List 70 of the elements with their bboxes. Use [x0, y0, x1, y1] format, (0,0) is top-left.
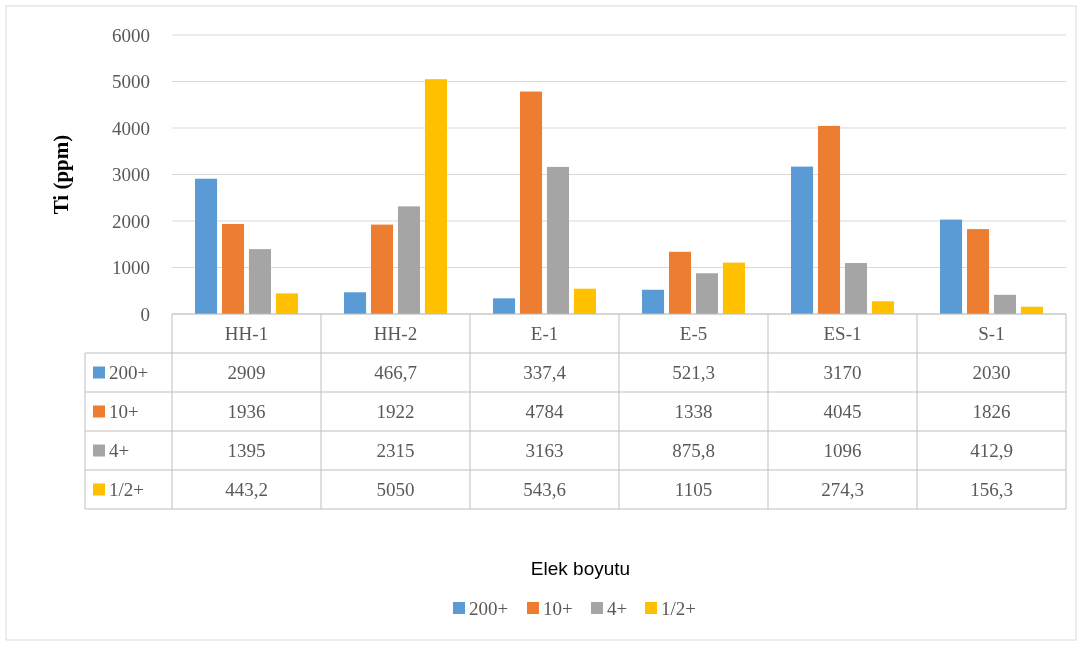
bar: [722, 262, 745, 314]
data-label: 156,3: [970, 479, 1013, 501]
y-tick-label: 1000: [112, 257, 150, 279]
data-label: 1395: [227, 440, 266, 462]
bar: [370, 224, 394, 314]
bar: [791, 166, 814, 314]
data-label: 3170: [823, 362, 862, 384]
bar: [546, 166, 570, 314]
legend-label: 4+: [109, 440, 130, 462]
y-axis-title: Ti (ppm): [49, 134, 73, 215]
x-tick-label: HH-1: [224, 323, 269, 345]
bar: [573, 288, 596, 314]
bar: [966, 229, 990, 314]
legend-label: 200+: [109, 362, 149, 384]
legend-label: 1/2+: [109, 479, 144, 501]
data-label: 2030: [972, 362, 1011, 384]
bar: [195, 178, 218, 314]
bar: [519, 91, 543, 314]
bar: [275, 293, 298, 314]
bar: [397, 206, 421, 314]
data-label: 466,7: [374, 362, 417, 384]
bar: [642, 289, 665, 314]
data-label: 1936: [227, 401, 266, 423]
text: 200+: [469, 597, 509, 619]
data-label: 1826: [972, 401, 1011, 423]
data-label: 1338: [674, 401, 713, 423]
data-label: 1922: [376, 401, 415, 423]
text: 4+: [607, 597, 628, 619]
x-tick-label: E-5: [679, 323, 708, 345]
bar: [493, 298, 516, 314]
data-label: 4045: [823, 401, 862, 423]
data-label: 2315: [376, 440, 415, 462]
data-label: 543,6: [523, 479, 566, 501]
bar: [993, 294, 1017, 314]
bar: [695, 273, 719, 314]
data-label: 412,9: [970, 440, 1013, 462]
y-tick-label: 4000: [112, 117, 150, 139]
x-tick-label: E-1: [530, 323, 559, 345]
bar: [940, 219, 963, 314]
bar: [844, 263, 868, 314]
bar: [344, 292, 367, 314]
y-tick-label: 5000: [112, 71, 150, 93]
text: Elek boyutu: [530, 557, 631, 579]
data-label: 443,2: [225, 479, 268, 501]
y-tick-label: 2000: [112, 210, 150, 232]
data-label: 4784: [525, 401, 564, 423]
data-label: 875,8: [672, 440, 715, 462]
data-label: 1096: [823, 440, 862, 462]
x-tick-label: ES-1: [823, 323, 862, 345]
y-tick-label: 0: [140, 303, 150, 325]
text: 10+: [543, 597, 573, 619]
bar: [248, 249, 272, 314]
y-tick-label: 6000: [112, 24, 150, 46]
bar: [817, 125, 841, 314]
data-label: 5050: [376, 479, 415, 501]
x-tick-label: S-1: [978, 323, 1005, 345]
data-label: 337,4: [523, 362, 567, 384]
data-label: 2909: [227, 362, 266, 384]
bar: [221, 223, 245, 314]
x-tick-label: HH-2: [373, 323, 418, 345]
text: 1/2+: [661, 597, 696, 619]
data-label: 274,3: [821, 479, 864, 501]
bar: [424, 79, 447, 314]
bar: [668, 251, 692, 314]
legend-label: 10+: [109, 401, 139, 423]
data-label: 1105: [674, 479, 713, 501]
bar: [871, 301, 894, 314]
data-label: 3163: [525, 440, 564, 462]
data-label: 521,3: [672, 362, 715, 384]
y-tick-label: 3000: [112, 164, 150, 186]
